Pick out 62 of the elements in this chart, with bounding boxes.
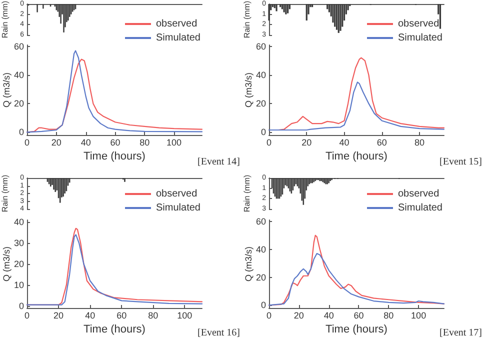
- y-axis-title: Rain (mm): [242, 174, 252, 212]
- x-tick-label: 60: [376, 138, 387, 148]
- x-tick-label: 20: [294, 310, 304, 320]
- y-tick-label: 40: [14, 217, 24, 228]
- text: [Event 16]: [198, 328, 240, 338]
- y-axis-title: Q (m3/s): [2, 246, 12, 282]
- x-tick-label: 40: [85, 310, 96, 320]
- y-tick-label: 40: [256, 244, 266, 254]
- legend-label: Simulated: [398, 32, 442, 44]
- legend-label: Simulated: [398, 202, 442, 214]
- x-tick-label: 100: [177, 310, 192, 320]
- legend-label: observed: [398, 188, 440, 200]
- y-tick-label: 10: [14, 280, 24, 290]
- legend-label: Simulated: [156, 32, 200, 44]
- y-axis-title: Rain (mm): [0, 174, 10, 212]
- x-tick-label: 80: [148, 310, 158, 320]
- x-axis-title: Time (hours): [84, 324, 146, 336]
- y-tick-label: 40: [14, 70, 24, 80]
- text: [Event 17]: [440, 328, 482, 338]
- text: [Event 15]: [440, 156, 482, 168]
- legend-label: observed: [156, 18, 198, 30]
- y-tick-label: 0: [260, 127, 266, 138]
- x-tick-label: 100: [411, 310, 426, 320]
- y-axis-title: Rain (mm): [242, 0, 252, 38]
- y-tick-label: 20: [14, 259, 24, 269]
- y-axis-title: Rain (mm): [0, 0, 10, 38]
- y-axis-title: Q (m3/s): [244, 246, 254, 282]
- x-tick-label: 20: [302, 138, 312, 148]
- y-tick-label: 40: [256, 70, 266, 80]
- x-tick-label: 80: [414, 138, 425, 148]
- x-axis-title: Time (hours): [326, 150, 388, 162]
- legend-label: observed: [398, 18, 440, 30]
- x-tick-label: 80: [140, 138, 150, 148]
- y-tick-label: 20: [14, 98, 24, 109]
- x-tick-label: 40: [339, 138, 350, 148]
- y-tick-label: 20: [256, 98, 266, 109]
- x-tick-label: 80: [384, 310, 394, 320]
- y-axis-title: Q (m3/s): [244, 72, 254, 108]
- y-tick-label: 60: [256, 216, 266, 226]
- x-tick-label: 100: [166, 138, 182, 148]
- x-tick-label: 60: [354, 310, 364, 320]
- x-tick-label: 40: [324, 310, 334, 320]
- y-axis-title: Q (m3/s): [2, 72, 12, 108]
- x-axis-title: Time (hours): [326, 324, 388, 336]
- x-axis-title: Time (hours): [84, 150, 146, 162]
- y-tick-label: 60: [14, 41, 24, 52]
- x-tick-label: 60: [110, 138, 120, 148]
- y-tick-label: 60: [256, 41, 266, 52]
- x-tick-label: 60: [116, 310, 127, 320]
- y-tick-label: 0: [18, 127, 24, 138]
- y-tick-label: 30: [14, 238, 24, 248]
- y-tick-label: 20: [256, 272, 266, 282]
- text: [Event 14]: [198, 156, 240, 168]
- x-tick-label: 40: [80, 138, 91, 148]
- y-tick-label: 0: [260, 300, 266, 310]
- legend-label: Simulated: [156, 202, 200, 214]
- x-tick-label: 20: [51, 138, 62, 148]
- y-tick-label: 0: [18, 300, 24, 311]
- legend-label: observed: [156, 188, 198, 200]
- x-tick-label: 20: [54, 310, 64, 320]
- line-series: [268, 252, 445, 306]
- line-series: [268, 82, 445, 131]
